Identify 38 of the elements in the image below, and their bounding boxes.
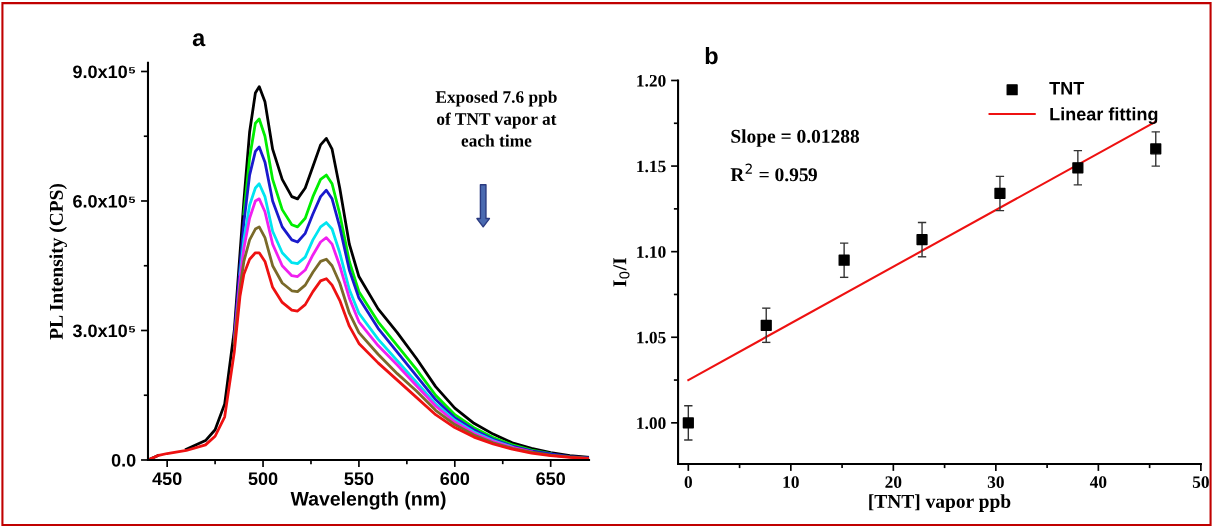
x-tick-label: 500 [248,472,278,486]
point [916,234,928,246]
y-tick-label: 1.10 [637,246,666,258]
y-tick-label: 1.20 [637,74,666,87]
point [682,417,694,429]
annotation: R$^{2}$ = 0.959 [730,163,817,182]
x-tick-label: 50 [1192,476,1209,488]
y-tick-label: 1.00 [637,417,666,430]
x-tick-label: 0 [684,476,692,488]
y-tick-label: 0.0 [111,453,136,467]
x-tick-label: 450 [152,472,182,486]
x-tick-label: 20 [885,476,902,488]
point [1072,162,1084,174]
y-tick-label: 1.05 [637,331,666,344]
point [760,319,772,331]
x-tick-label: 30 [987,476,1004,488]
chart-title: b [705,46,718,65]
y-axis-title: I$_{0}$/I [613,257,630,287]
legend-label: Linear fitting [1050,107,1158,125]
point [994,187,1006,200]
point [838,254,850,266]
y-tick-label: 3.0x10⁵ [72,324,136,338]
y-tick-label: 1.15 [637,160,666,173]
point [1150,143,1162,155]
x-tick-label: 600 [440,472,470,486]
annotation: Slope = 0.01288 [731,129,860,147]
x-axis-title: [TNT] vapor ppb [869,494,1011,512]
x-tick-label: 650 [536,472,565,486]
chart-title: a [192,33,206,47]
y-tick-label: 9.0x10⁵ [73,65,136,79]
y-axis-title: PL Intensity (CPS) [49,183,67,340]
annotation: Exposed 7.6 ppb of TNT vapor at each time [435,90,557,147]
y-tick-label: 6.0x10⁵ [73,194,136,208]
x-tick-label: 40 [1089,476,1107,488]
x-tick-label: 10 [783,476,799,488]
legend-label: TNT [1049,82,1085,95]
x-axis-title: Wavelength (nm) [290,491,446,510]
x-tick-label: 550 [344,472,374,486]
